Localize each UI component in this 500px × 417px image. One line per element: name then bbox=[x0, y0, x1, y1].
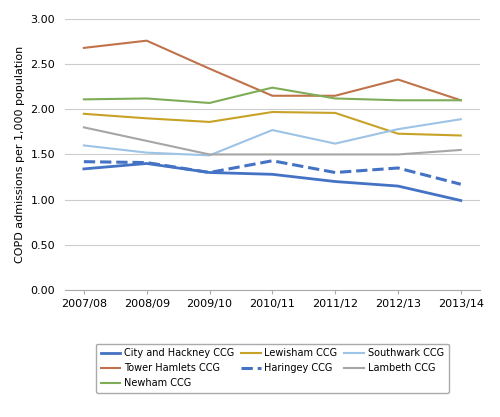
Y-axis label: COPD admissions per 1,000 population: COPD admissions per 1,000 population bbox=[15, 46, 25, 263]
Legend: City and Hackney CCG, Tower Hamlets CCG, Newham CCG, Lewisham CCG, Haringey CCG,: City and Hackney CCG, Tower Hamlets CCG,… bbox=[96, 344, 449, 393]
